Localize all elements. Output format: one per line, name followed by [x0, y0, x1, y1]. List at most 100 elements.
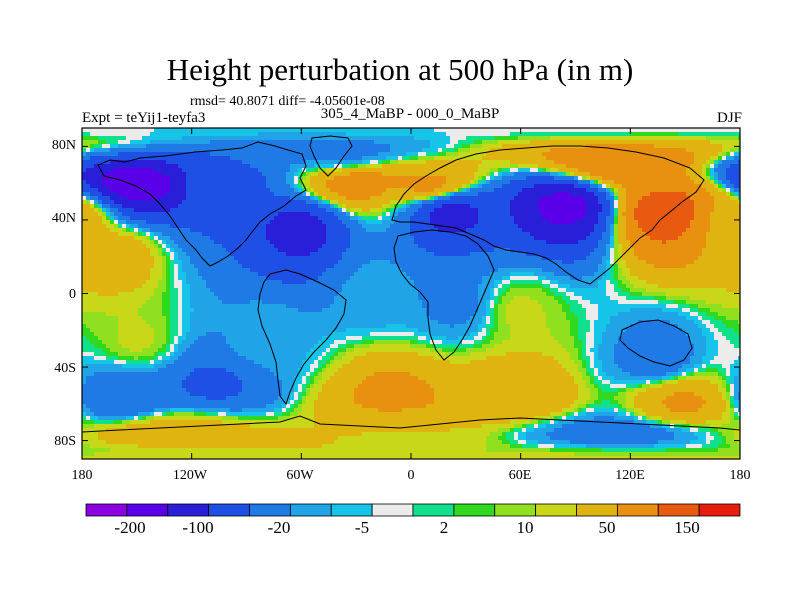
field-cell [98, 248, 103, 253]
field-cell [314, 300, 319, 305]
field-cell [250, 284, 255, 289]
field-cell [194, 176, 199, 181]
field-cell [318, 216, 323, 221]
field-cell [194, 320, 199, 325]
field-cell [242, 140, 247, 145]
field-cell [258, 456, 263, 459]
field-cell [238, 372, 243, 377]
field-cell [118, 312, 123, 317]
field-cell [202, 256, 207, 261]
field-cell [162, 244, 167, 249]
field-cell [82, 436, 87, 441]
field-cell [210, 180, 215, 185]
field-cell [274, 292, 279, 297]
field-cell [262, 368, 267, 373]
field-cell [202, 240, 207, 245]
field-cell [190, 232, 195, 237]
field-cell [82, 196, 87, 201]
field-cell [234, 384, 239, 389]
field-cell [318, 436, 323, 441]
field-cell [122, 312, 127, 317]
field-cell [242, 256, 247, 261]
field-cell [130, 372, 135, 377]
field-cell [150, 284, 155, 289]
field-cell [162, 212, 167, 217]
field-cell [82, 160, 87, 165]
field-cell [126, 424, 131, 429]
field-cell [234, 308, 239, 313]
field-cell [102, 416, 107, 421]
field-cell [242, 396, 247, 401]
field-cell [94, 292, 99, 297]
field-cell [270, 276, 275, 281]
field-cell [242, 216, 247, 221]
field-cell [150, 324, 155, 329]
field-cell [274, 436, 279, 441]
field-cell [86, 444, 91, 449]
field-cell [242, 148, 247, 153]
field-cell [290, 156, 295, 161]
field-cell [130, 436, 135, 441]
field-cell [286, 220, 291, 225]
field-cell [298, 180, 303, 185]
field-cell [310, 364, 315, 369]
field-cell [210, 156, 215, 161]
field-cell [222, 196, 227, 201]
field-cell [206, 216, 211, 221]
field-cell [138, 332, 143, 337]
field-cell [258, 380, 263, 385]
field-cell [206, 344, 211, 349]
field-cell [102, 204, 107, 209]
field-cell [242, 296, 247, 301]
field-cell [278, 256, 283, 261]
field-cell [274, 180, 279, 185]
field-cell [134, 224, 139, 229]
field-cell [310, 400, 315, 405]
field-cell [310, 152, 315, 157]
field-cell [150, 196, 155, 201]
field-cell [282, 428, 287, 433]
field-cell [310, 348, 315, 353]
field-cell [282, 432, 287, 437]
field-cell [182, 272, 187, 277]
field-cell [298, 376, 303, 381]
field-cell [286, 336, 291, 341]
field-cell [310, 164, 315, 169]
field-cell [298, 248, 303, 253]
field-cell [314, 360, 319, 365]
field-cell [122, 376, 127, 381]
field-cell [294, 456, 299, 459]
field-cell [94, 440, 99, 445]
field-cell [258, 280, 263, 285]
field-cell [90, 136, 95, 141]
field-cell [114, 372, 119, 377]
field-cell [174, 200, 179, 205]
field-cell [106, 176, 111, 181]
field-cell [86, 224, 91, 229]
field-cell [130, 368, 135, 373]
field-cell [110, 456, 115, 459]
field-cell [274, 272, 279, 277]
field-cell [250, 408, 255, 413]
field-cell [182, 128, 187, 133]
field-cell [278, 280, 283, 285]
field-cell [286, 448, 291, 453]
field-cell [294, 388, 299, 393]
field-cell [98, 172, 103, 177]
field-cell [158, 348, 163, 353]
field-cell [114, 188, 119, 193]
field-cell [142, 128, 147, 133]
field-cell [142, 356, 147, 361]
field-cell [110, 324, 115, 329]
field-cell [262, 344, 267, 349]
field-cell [266, 308, 271, 313]
field-cell [250, 256, 255, 261]
field-cell [158, 428, 163, 433]
field-cell [238, 260, 243, 265]
field-cell [154, 332, 159, 337]
field-cell [206, 260, 211, 265]
field-cell [106, 316, 111, 321]
field-cell [90, 352, 95, 357]
field-cell [250, 244, 255, 249]
field-cell [138, 396, 143, 401]
